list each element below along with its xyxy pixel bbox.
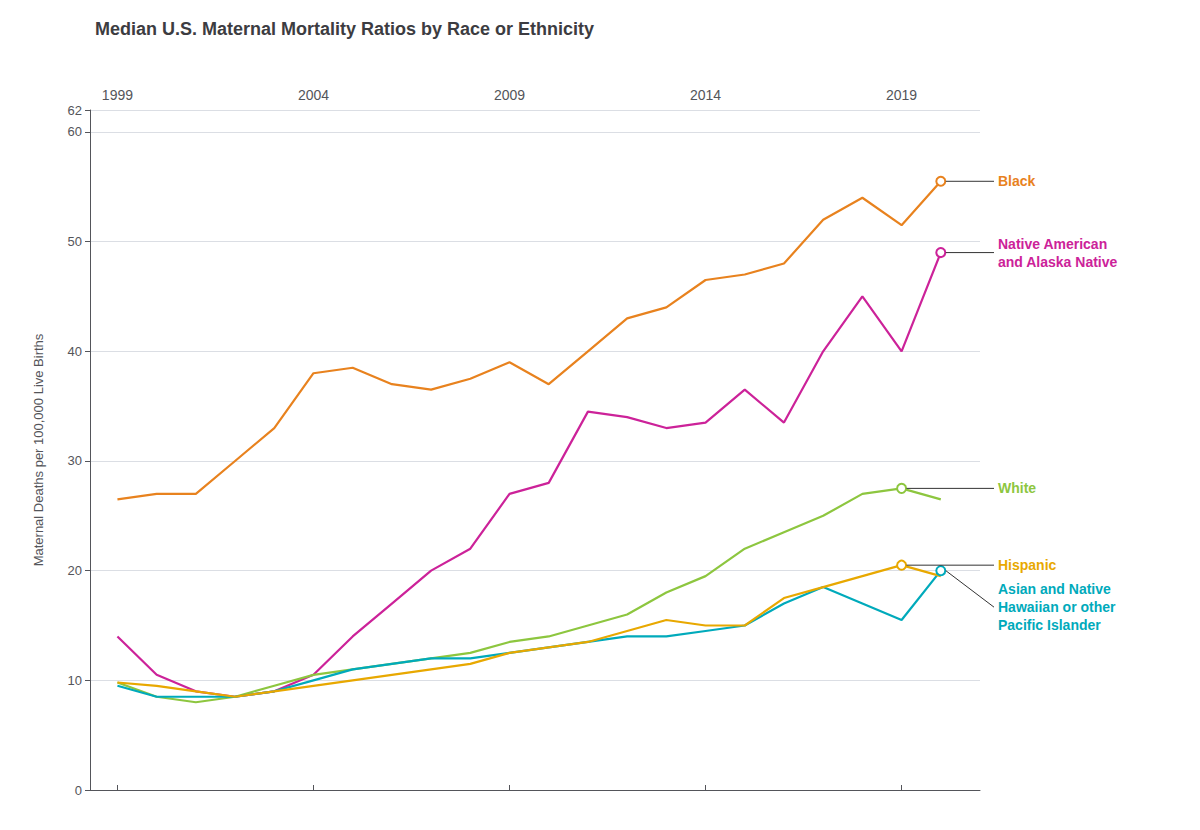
svg-text:Pacific Islander: Pacific Islander: [998, 617, 1101, 633]
svg-text:2014: 2014: [690, 87, 721, 103]
svg-text:and Alaska Native: and Alaska Native: [998, 254, 1118, 270]
svg-text:2004: 2004: [298, 87, 329, 103]
svg-text:0: 0: [75, 783, 82, 798]
svg-text:Hawaiian or other: Hawaiian or other: [998, 599, 1116, 615]
svg-text:10: 10: [68, 673, 82, 688]
svg-text:30: 30: [68, 453, 82, 468]
svg-text:2019: 2019: [886, 87, 917, 103]
svg-text:Asian and Native: Asian and Native: [998, 581, 1111, 597]
svg-text:Maternal Deaths per 100,000 Li: Maternal Deaths per 100,000 Live Births: [31, 333, 46, 566]
svg-text:Hispanic: Hispanic: [998, 557, 1057, 573]
svg-text:Black: Black: [998, 173, 1036, 189]
svg-text:2009: 2009: [494, 87, 525, 103]
svg-text:Native American: Native American: [998, 236, 1107, 252]
svg-text:20: 20: [68, 563, 82, 578]
svg-text:60: 60: [68, 124, 82, 139]
svg-text:White: White: [998, 480, 1036, 496]
svg-text:1999: 1999: [102, 87, 133, 103]
svg-text:Median U.S. Maternal Mortality: Median U.S. Maternal Mortality Ratios by…: [95, 19, 594, 39]
svg-text:50: 50: [68, 234, 82, 249]
svg-text:62: 62: [68, 103, 82, 118]
svg-text:40: 40: [68, 344, 82, 359]
